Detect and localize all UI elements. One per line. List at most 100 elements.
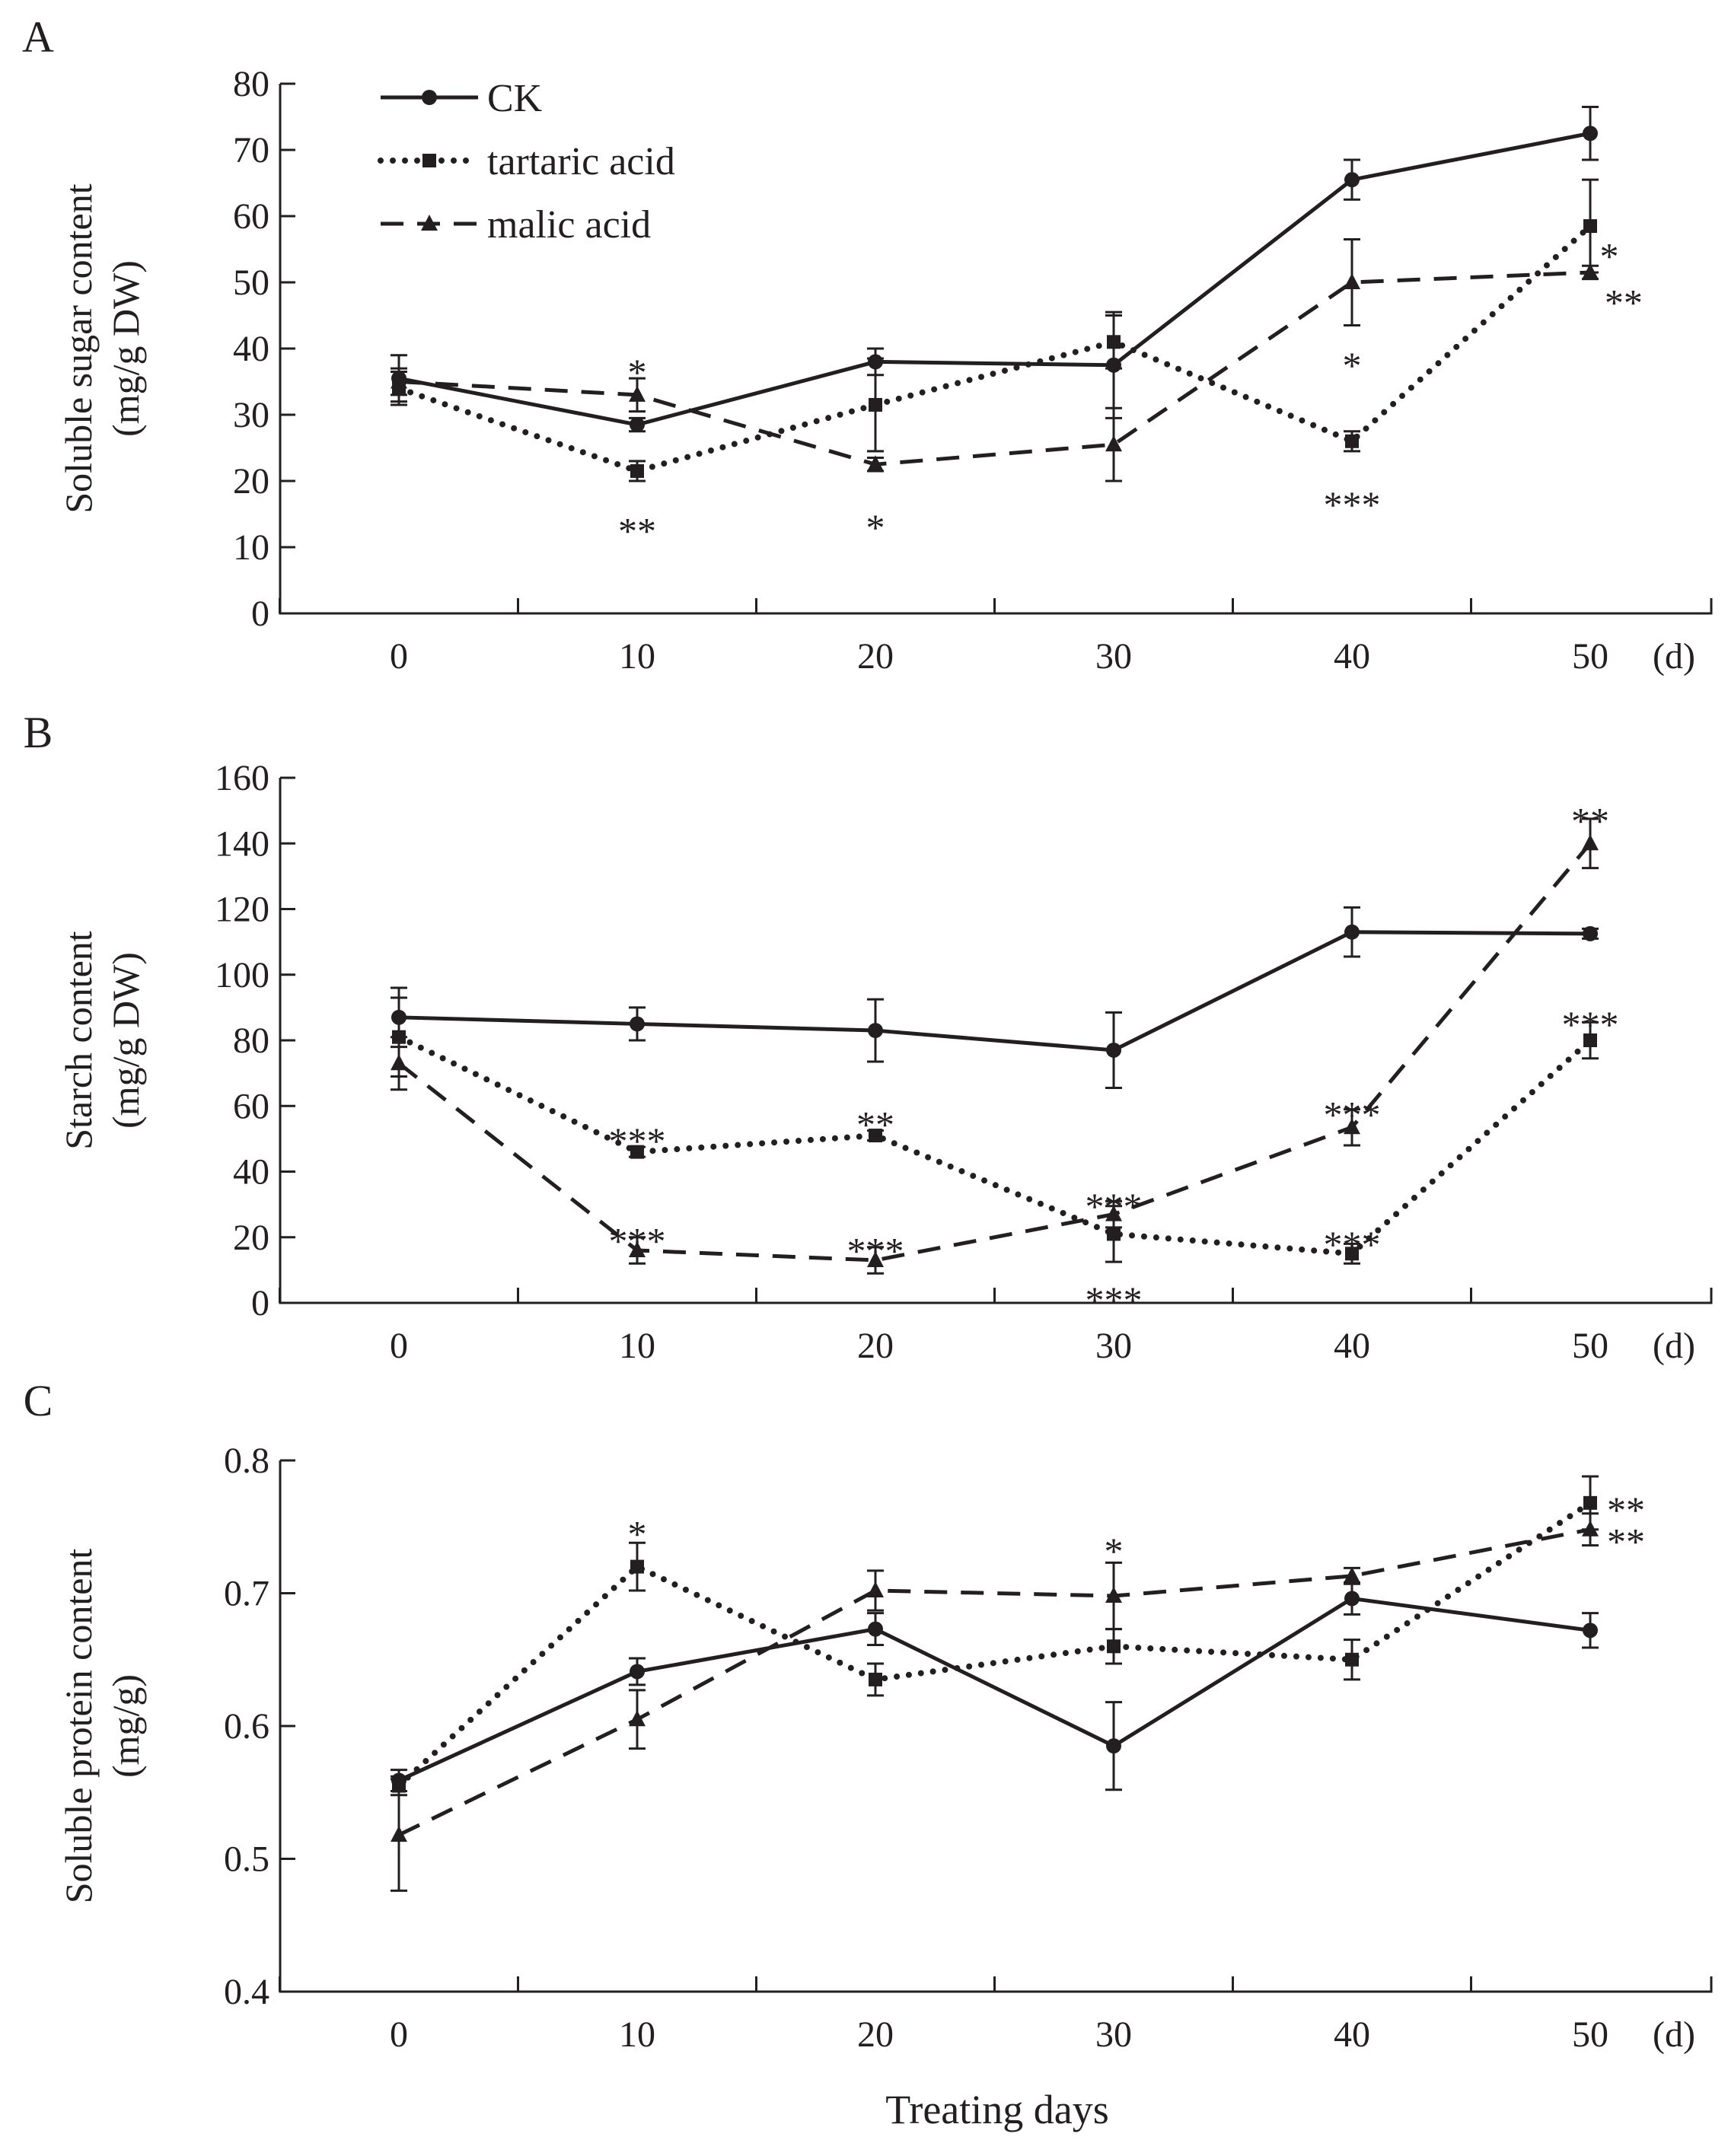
y-tick-label: 140 (215, 823, 269, 864)
data-point (1582, 263, 1599, 279)
series-tartaric-acid (391, 1475, 1599, 1797)
y-tick-label: 20 (233, 461, 269, 502)
series-ck (391, 906, 1599, 1090)
data-point (1583, 219, 1597, 234)
y-tick-label: 160 (215, 758, 269, 798)
y-tick-label: 0 (251, 1283, 269, 1323)
series-line (397, 1527, 1591, 1837)
significance-marker: *** (1562, 1003, 1619, 1046)
panel-label: B (24, 708, 53, 757)
x-tick-label: 40 (1334, 636, 1370, 677)
y-tick-label: 70 (233, 130, 269, 170)
significance-marker: ** (618, 510, 656, 553)
y-tick-label: 10 (233, 527, 269, 568)
panel-c: C 0.4 0.5 0.6 0.7 0.8 0 10 20 30 40 50 (d) Soluble pr… (24, 1376, 1713, 2055)
legend-label-ck: CK (487, 77, 543, 120)
data-point (630, 1145, 644, 1159)
series-malic-acid (391, 1512, 1599, 1892)
data-point (1345, 1652, 1359, 1667)
y-tick-label: 0 (251, 594, 269, 634)
y-axis-title-line: Starch content (57, 931, 100, 1150)
x-tick-label: 0 (390, 636, 408, 677)
y-tick-label: 0.7 (224, 1574, 269, 1614)
data-point (629, 385, 646, 402)
data-point (630, 463, 644, 478)
y-tick-label: 20 (233, 1218, 269, 1258)
x-tick-label: 20 (857, 636, 894, 677)
series-malic-acid (391, 817, 1599, 1275)
series-line (396, 1499, 1593, 1789)
x-tick-label: 30 (1095, 2014, 1132, 2055)
legend: CK tartaric acid malic acid (378, 77, 675, 247)
data-point (868, 1621, 883, 1637)
data-point (1344, 1591, 1360, 1607)
y-tick-label: 80 (233, 1021, 269, 1061)
y-tick-label: 40 (233, 329, 269, 369)
x-unit-label: (d) (1653, 636, 1695, 677)
panel-b: B 0 20 40 60 80 100 120 140 160 0 10 20 30 40 50 (d) Star… (24, 708, 1713, 1366)
series-line (398, 930, 1591, 1053)
data-point (1107, 1639, 1121, 1654)
y-tick-label: 60 (233, 1086, 269, 1126)
y-tick-label: 30 (233, 395, 269, 435)
x-tick-label: 50 (1572, 636, 1608, 677)
x-tick-label: 10 (619, 636, 655, 677)
x-tick-label: 0 (390, 1326, 408, 1366)
data-point (1105, 435, 1122, 452)
significance-marker: *** (609, 1119, 666, 1162)
x-tick-label: 20 (857, 1326, 894, 1366)
significance-marker: *** (609, 1219, 666, 1262)
significance-marker: ** (1607, 1521, 1645, 1563)
data-point (630, 1559, 644, 1574)
x-tick-label: 50 (1572, 2014, 1608, 2055)
series-line (396, 223, 1593, 475)
data-point (1583, 1033, 1597, 1047)
y-axis-title-line: (mg/g DW) (104, 952, 147, 1129)
x-tick-label: 0 (390, 2014, 408, 2055)
significance-marker: *** (1324, 1093, 1381, 1135)
y-tick-label: 60 (233, 196, 269, 237)
legend-marker-tartaric (422, 154, 436, 167)
y-axis-title-line: Soluble sugar content (57, 183, 100, 513)
data-point (869, 1672, 882, 1686)
x-unit-label: (d) (1653, 2014, 1695, 2055)
legend-label-malic: malic acid (487, 203, 651, 247)
x-tick-label: 10 (619, 1326, 655, 1366)
x-tick-label: 10 (619, 2014, 655, 2055)
y-tick-label: 120 (215, 890, 269, 930)
series-line (397, 1596, 1591, 1782)
y-axis-title: Starch content (mg/g DW) (57, 931, 147, 1150)
significance-marker: * (1343, 344, 1362, 387)
y-axis-title: Soluble protein content (mg/g) (57, 1549, 147, 1904)
data-point (1106, 1042, 1121, 1058)
legend-marker-ck (422, 90, 437, 105)
y-axis-title-line: Soluble protein content (57, 1549, 100, 1904)
x-tick-label: 20 (857, 2014, 894, 2055)
significance-marker: *** (1324, 1223, 1381, 1266)
significance-marker: * (1105, 1530, 1124, 1572)
data-point (1344, 273, 1360, 289)
y-tick-label: 50 (233, 263, 269, 303)
data-point (1583, 1495, 1597, 1510)
data-point (1582, 834, 1599, 851)
y-tick-label: 0.5 (224, 1839, 269, 1880)
y-axis-title: Soluble sugar content (mg/g DW) (57, 183, 147, 513)
data-point (391, 1826, 407, 1842)
significance-marker: ** (1607, 1489, 1645, 1531)
data-point (868, 1023, 883, 1039)
significance-marker: *** (1086, 1279, 1143, 1321)
significance-marker: * (866, 506, 885, 549)
series-line (398, 270, 1591, 467)
y-tick-label: 0.8 (224, 1441, 269, 1481)
data-point (1345, 434, 1359, 448)
data-point (869, 1129, 882, 1143)
significance-marker: ** (1571, 799, 1609, 842)
significance-marker: * (1600, 235, 1619, 278)
data-point (391, 1054, 407, 1071)
data-point (1583, 925, 1598, 941)
y-tick-label: 40 (233, 1152, 269, 1193)
series-tartaric-acid (391, 178, 1599, 482)
y-axis-title-line: (mg/g) (104, 1674, 147, 1778)
data-point (629, 1710, 646, 1727)
